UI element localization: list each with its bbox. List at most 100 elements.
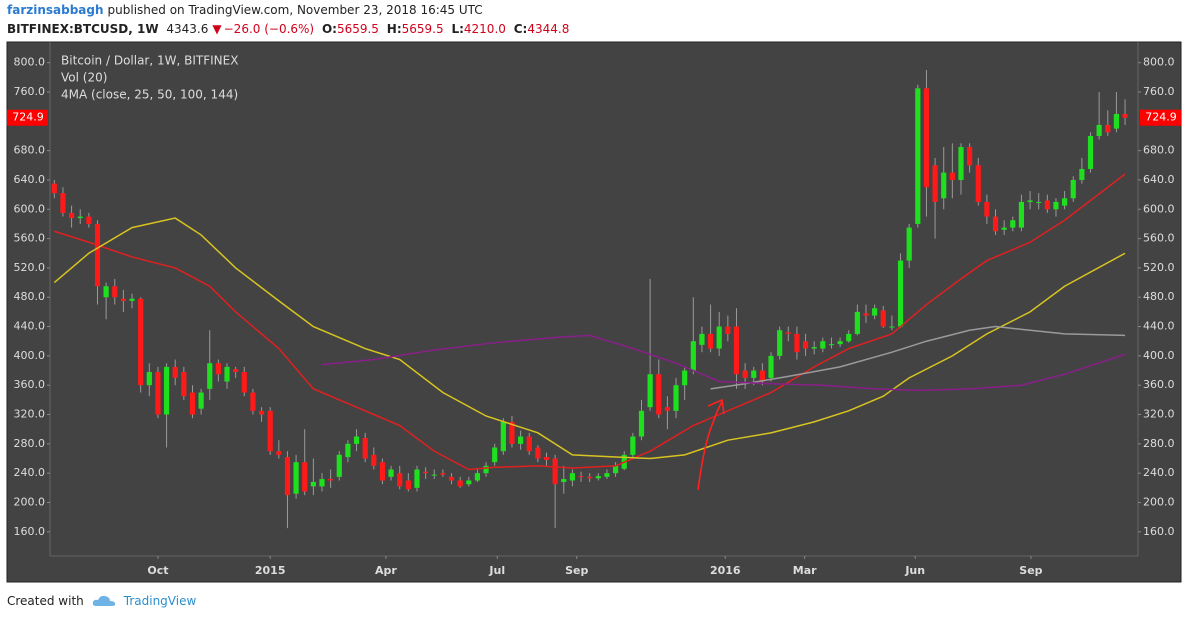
candle-body [302,462,308,492]
candle-body [431,474,437,476]
candle-body [647,374,653,408]
y-tick-label: 360.0 [14,378,46,391]
chart-panel [6,41,1182,583]
candle-body [293,462,299,494]
candle-body [802,341,809,349]
candle-body [1096,124,1102,136]
candle-body [250,392,256,411]
candle-body [1122,113,1128,118]
y-tick-label-right: 640.0 [1143,173,1175,186]
candle-body [630,436,636,455]
candle-body [785,332,791,334]
candle-body [207,363,213,389]
candle-body [604,473,610,477]
y-tick-label-right: 200.0 [1143,495,1175,508]
candle-body [284,457,291,496]
candle-body [811,347,817,349]
y-tick-label: 760.0 [14,85,46,98]
candle-body [500,421,506,452]
candle-body [638,410,645,437]
candle-body [336,454,342,477]
candle-body [923,88,930,188]
y-tick-label-right: 280.0 [1143,437,1175,450]
candle-body [932,165,938,202]
candle-body [198,392,204,409]
moving-average [321,334,1126,392]
author[interactable]: farzinsabbagh [7,3,104,17]
candle-body [68,212,75,219]
candle-body [258,410,265,415]
candle-body [112,286,118,298]
candle-body [1053,201,1059,210]
candle-body [1044,200,1050,210]
o-value: 5659.5 [336,22,379,36]
candle-body [440,473,446,475]
o-label: O: [321,22,337,36]
published: published on TradingView.com, November 2… [107,3,483,17]
candle-body [328,479,334,481]
y-tick-label: 520.0 [14,261,46,274]
candle-body [699,333,705,345]
candle-body [362,437,368,459]
candle-body [181,372,187,397]
candle-body [552,458,558,485]
candle-body [794,333,800,353]
y-tick-label: 440.0 [14,320,46,333]
y-tick-label-right: 320.0 [1143,408,1175,421]
chart: Bitcoin / Dollar, 1W, BITFINEX Vol (20) … [6,41,1182,583]
symbol: BITFINEX:BTCUSD, 1W [7,22,159,36]
candle-body [172,366,178,378]
candle-body [379,462,386,481]
candle-body [707,333,714,349]
candle-body [448,476,455,481]
y-tick-label-right: 400.0 [1143,349,1175,362]
candle-body [690,341,696,371]
h-label: H: [386,22,402,36]
candle-body [120,298,126,301]
candle-body [880,310,886,327]
candle-body [423,471,429,474]
candle-body [77,216,83,219]
candle-body [526,436,532,452]
drawn-arrowhead [707,398,725,415]
candle-body [1087,135,1094,169]
candle-body [897,260,904,327]
candle-body [949,172,955,180]
candle-body [656,374,662,415]
candle-body [345,443,351,458]
y-tick-label-right: 760.0 [1143,85,1175,98]
y-tick-label: 640.0 [14,173,46,186]
y-tick-label-right: 800.0 [1143,56,1175,69]
candle-body [518,436,524,444]
logo [92,595,115,606]
candle-body [854,311,860,334]
candle-body [60,193,66,213]
y-tick-label-right: 160.0 [1143,525,1175,538]
candle-body [561,479,567,482]
y-tick-label: 480.0 [14,290,46,303]
candle-body [509,421,515,444]
x-tick-label: Sep [565,564,588,577]
candle-body [1079,168,1085,180]
brand[interactable]: TradingView [123,594,197,608]
candle-body [466,480,472,485]
publish-line: farzinsabbagh published on TradingView.co… [7,3,487,17]
candle-body [371,454,377,466]
candle-body [241,372,247,393]
x-tick-label: 2016 [710,564,741,577]
candle-body [872,308,878,316]
candle-body [725,326,731,334]
candle-body [587,476,593,479]
candle-body [673,385,679,411]
candle-body [353,436,360,444]
candle-body [146,372,152,386]
y-tick-label: 680.0 [14,144,46,157]
candle-body [543,457,550,460]
candle-body [820,341,826,349]
l-value: 4210.0 [463,22,506,36]
candle-body [474,473,481,481]
y-tick-label-right: 600.0 [1143,202,1175,215]
candle-body [1027,200,1033,202]
candle-body [828,344,835,346]
